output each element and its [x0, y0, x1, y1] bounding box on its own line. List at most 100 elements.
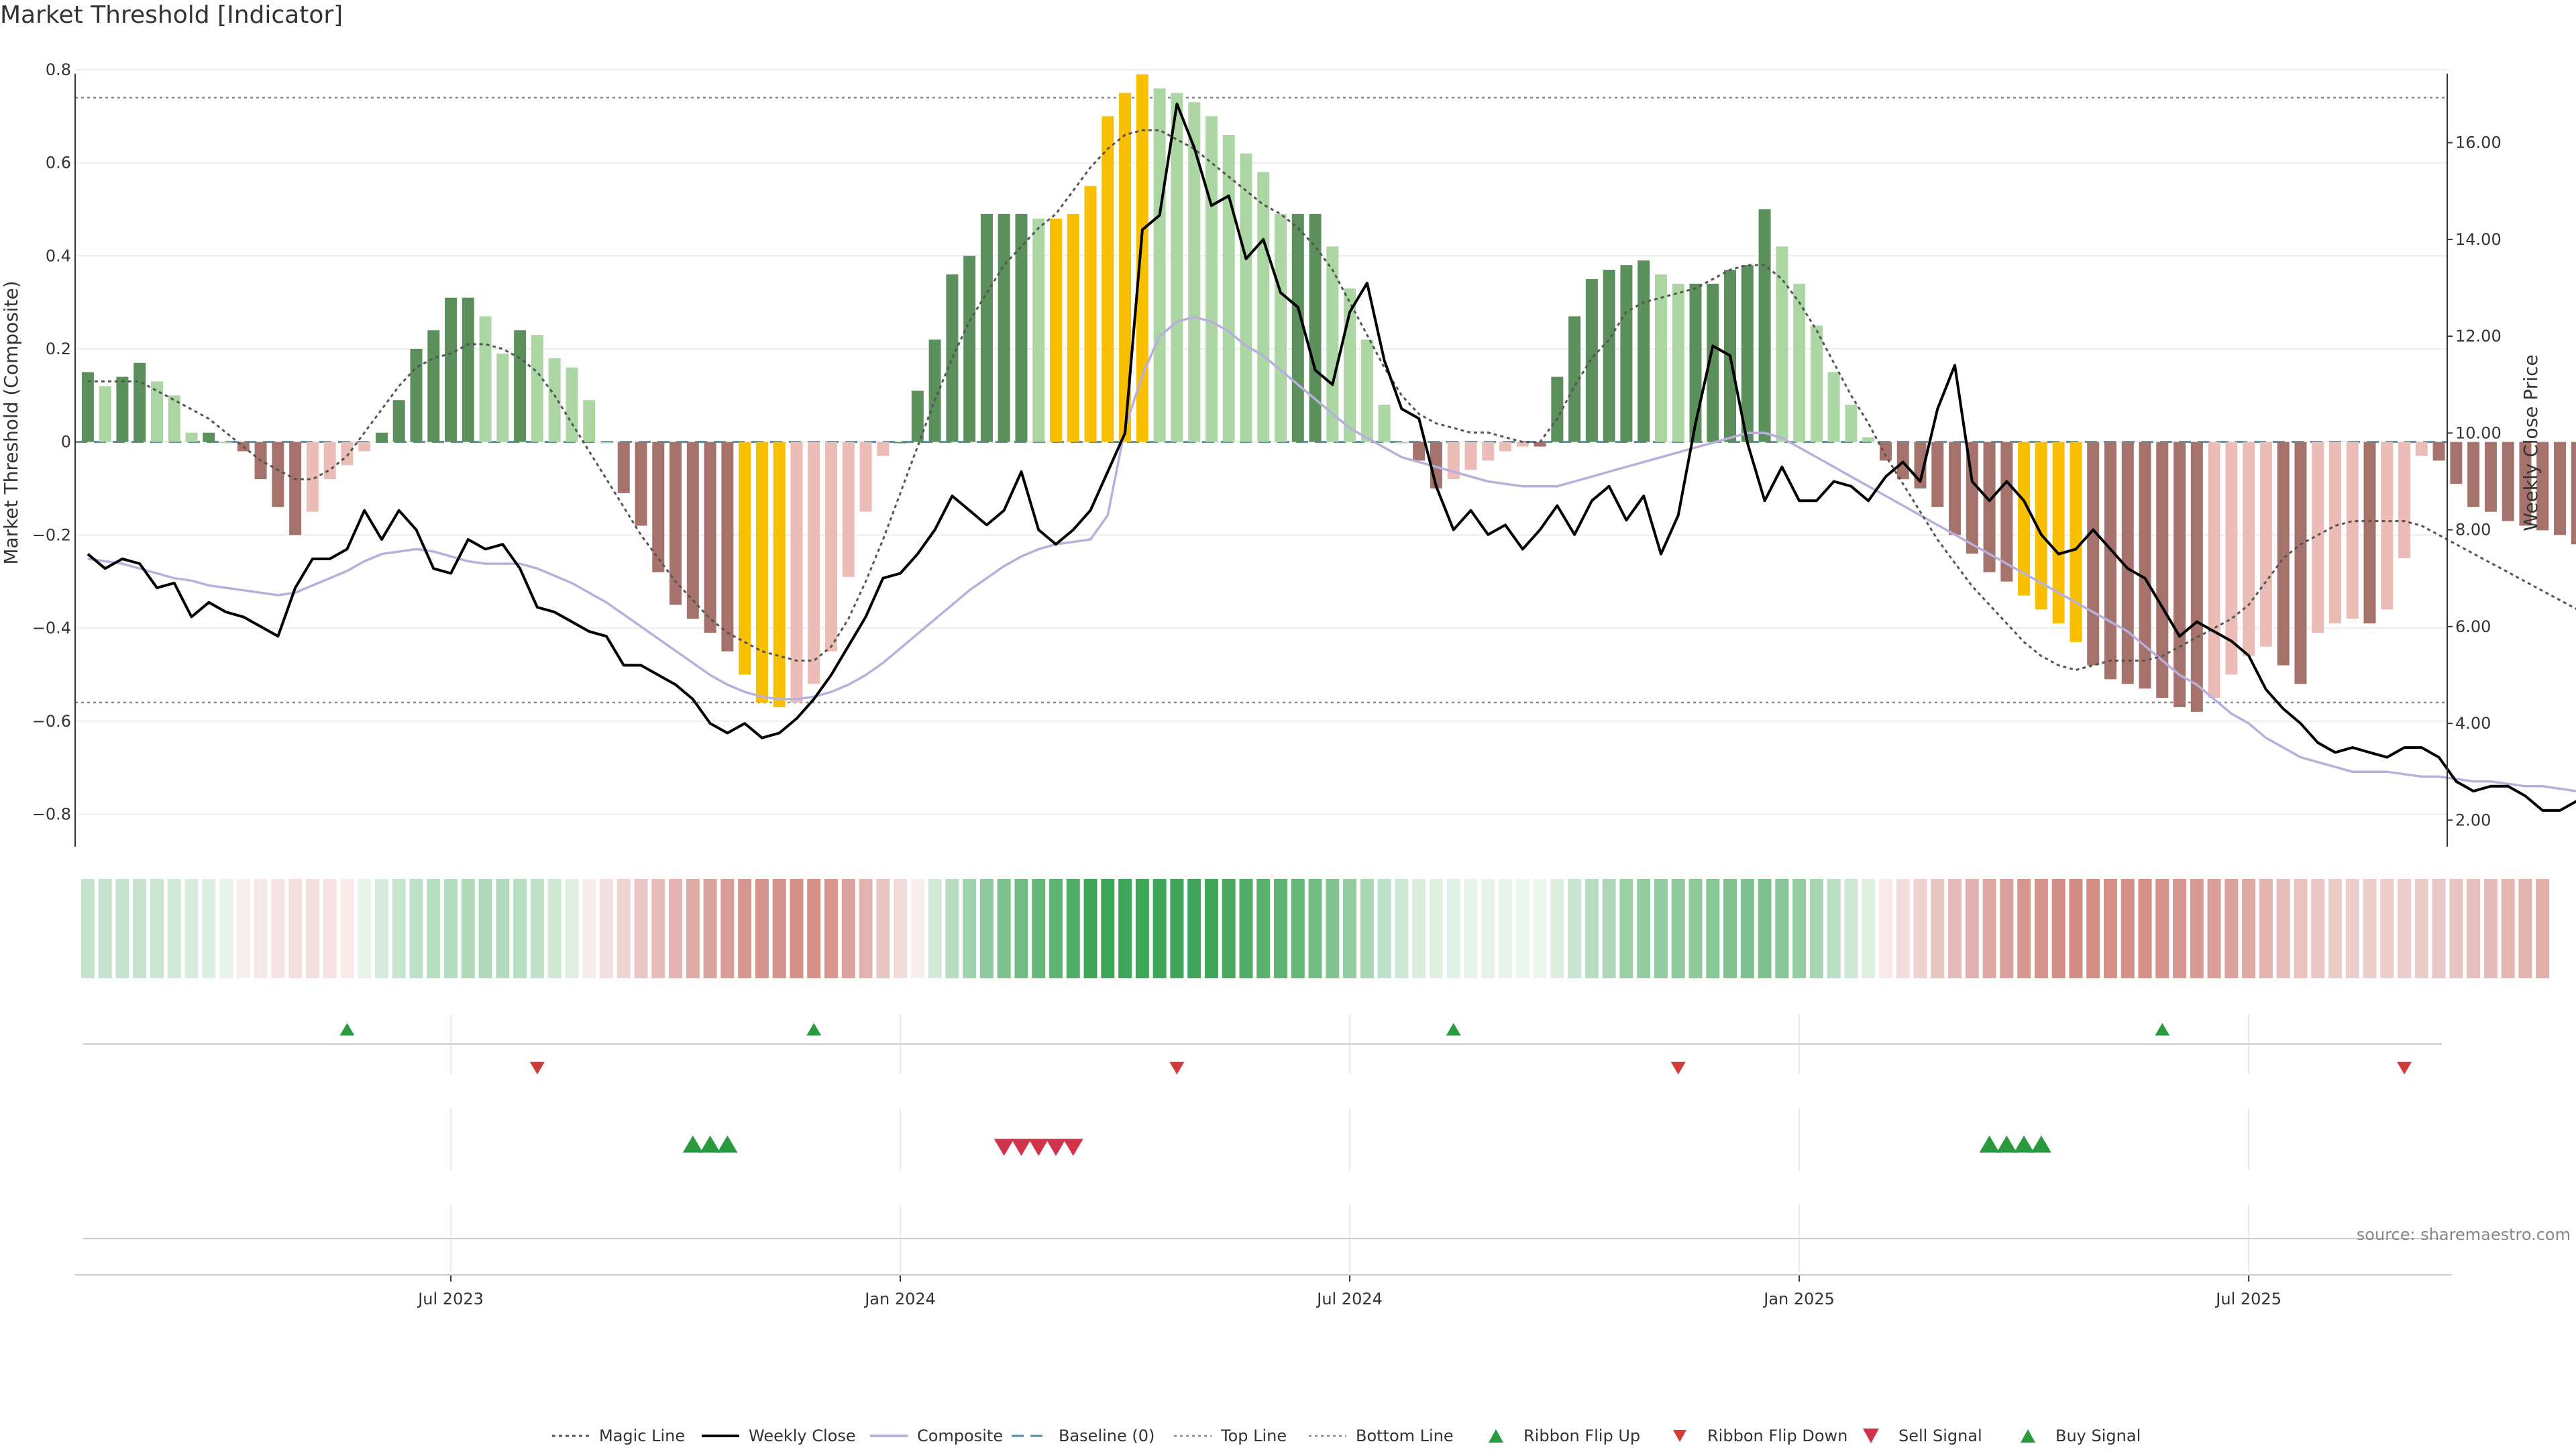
composite-bar: [1291, 213, 1304, 442]
composite-bar: [2432, 442, 2445, 461]
ribbon-flip-up-marker: [2155, 1023, 2170, 1036]
buy-signal-marker: [1979, 1135, 2000, 1153]
ribbon-cell: [2173, 879, 2187, 978]
composite-bar: [2000, 442, 2013, 582]
ribbon-cell: [2345, 879, 2359, 978]
ribbon-cell: [358, 879, 372, 978]
ribbon-cell: [1204, 879, 1218, 978]
buy-signal-marker: [682, 1135, 703, 1153]
ribbon-cell: [2536, 879, 2550, 978]
sell-signal-marker: [1046, 1139, 1067, 1156]
composite-bar: [392, 400, 405, 442]
ribbon-cell: [1550, 879, 1564, 978]
composite-bar: [583, 400, 596, 442]
composite-bar: [1326, 246, 1339, 442]
legend-item: Bottom Line: [1309, 1427, 1454, 1445]
ribbon-cell: [2051, 879, 2065, 978]
composite-bar: [2139, 442, 2151, 689]
ribbon-cell: [1343, 879, 1357, 978]
y-axis-label: Market Threshold (Composite): [0, 280, 22, 564]
ribbon-cell: [1654, 879, 1668, 978]
ribbon-cell: [2017, 879, 2031, 978]
composite-bar: [133, 362, 146, 442]
ribbon-cell: [1032, 879, 1046, 978]
y2-tick-label: 2.00: [2455, 811, 2491, 829]
ribbon-cell: [599, 879, 613, 978]
ribbon-cell: [1688, 879, 1703, 978]
composite-bar: [1119, 93, 1132, 442]
composite-bar: [203, 432, 215, 442]
ribbon-cell: [1533, 879, 1547, 978]
signal-rows: [75, 1015, 2452, 1276]
composite-bar: [2467, 442, 2480, 507]
composite-bar: [2398, 442, 2411, 559]
composite-bar: [2502, 442, 2514, 521]
y2-tick-label: 4.00: [2455, 714, 2491, 733]
ribbon-cell: [841, 879, 855, 978]
composite-bar: [1395, 442, 1408, 444]
composite-bar: [2277, 442, 2290, 666]
buy-signal-marker: [1996, 1135, 2017, 1153]
composite-bar: [1050, 218, 1063, 442]
legend-item: Ribbon Flip Up: [1489, 1427, 1640, 1445]
composite-bar: [1949, 442, 1962, 535]
composite-bar: [427, 330, 440, 442]
composite-bar: [1275, 213, 1287, 442]
legend-item: Ribbon Flip Down: [1673, 1427, 1847, 1445]
ribbon-cell: [1878, 879, 1892, 978]
x-tick-label: Jul 2025: [2214, 1290, 2282, 1308]
ribbon-cell: [2380, 879, 2394, 978]
composite-bar: [600, 442, 612, 444]
ribbon-cell: [738, 879, 752, 978]
composite-bar: [1776, 246, 1788, 442]
composite-bar: [824, 442, 837, 652]
ribbon-cell: [1429, 879, 1443, 978]
ribbon-cell: [1135, 879, 1149, 978]
legend-item: Buy Signal: [2021, 1427, 2141, 1445]
composite-bar: [2346, 442, 2359, 619]
y2-tick-label: 16.00: [2455, 134, 2502, 152]
source-note: source: sharemaestro.com: [2357, 1225, 2571, 1244]
composite-bar: [963, 256, 976, 442]
legend-item: Magic Line: [552, 1427, 685, 1445]
chart-title: Market Threshold [Indicator]: [0, 1, 343, 29]
composite-bar: [1707, 283, 1719, 442]
ribbon-flip-up-marker: [339, 1023, 355, 1036]
ribbon-cell: [910, 879, 924, 978]
composite-bar: [2243, 442, 2255, 656]
ribbon-cell: [807, 879, 821, 978]
legend-label: Baseline (0): [1059, 1427, 1155, 1445]
ribbon-cell: [167, 879, 181, 978]
ribbon-cell: [1274, 879, 1288, 978]
composite-bar: [323, 442, 336, 480]
composite-bar: [1638, 260, 1650, 442]
buy-signal-marker: [2031, 1135, 2051, 1153]
legend-swatch: [1863, 1429, 1879, 1443]
composite-bar: [859, 442, 872, 512]
ribbon-cell: [565, 879, 579, 978]
composite-bar: [686, 442, 699, 619]
ribbon-cell: [1585, 879, 1599, 978]
legend-swatch: [1673, 1430, 1686, 1442]
composite-bar: [2519, 442, 2532, 526]
y-tick-label: −0.2: [32, 525, 71, 544]
sell-signal-marker: [994, 1139, 1014, 1156]
composite-bar: [739, 442, 751, 675]
ribbon-cell: [2483, 879, 2498, 978]
ribbon-cell: [1377, 879, 1391, 978]
ribbon-flip-up-marker: [1446, 1023, 1461, 1036]
composite-bar: [566, 367, 578, 442]
ribbon-cell: [1481, 879, 1495, 978]
ribbon-cell: [98, 879, 112, 978]
line-layer: [87, 102, 2576, 812]
legend-label: Composite: [917, 1427, 1003, 1445]
composite-bar: [842, 442, 855, 577]
composite-bar: [1758, 209, 1771, 442]
ribbon-cell: [651, 879, 665, 978]
ribbon-cell: [1066, 879, 1080, 978]
composite-bar: [928, 340, 941, 442]
legend-label: Weekly Close: [749, 1427, 856, 1445]
sell-signal-marker: [1011, 1139, 1032, 1156]
composite-bar: [289, 442, 302, 535]
